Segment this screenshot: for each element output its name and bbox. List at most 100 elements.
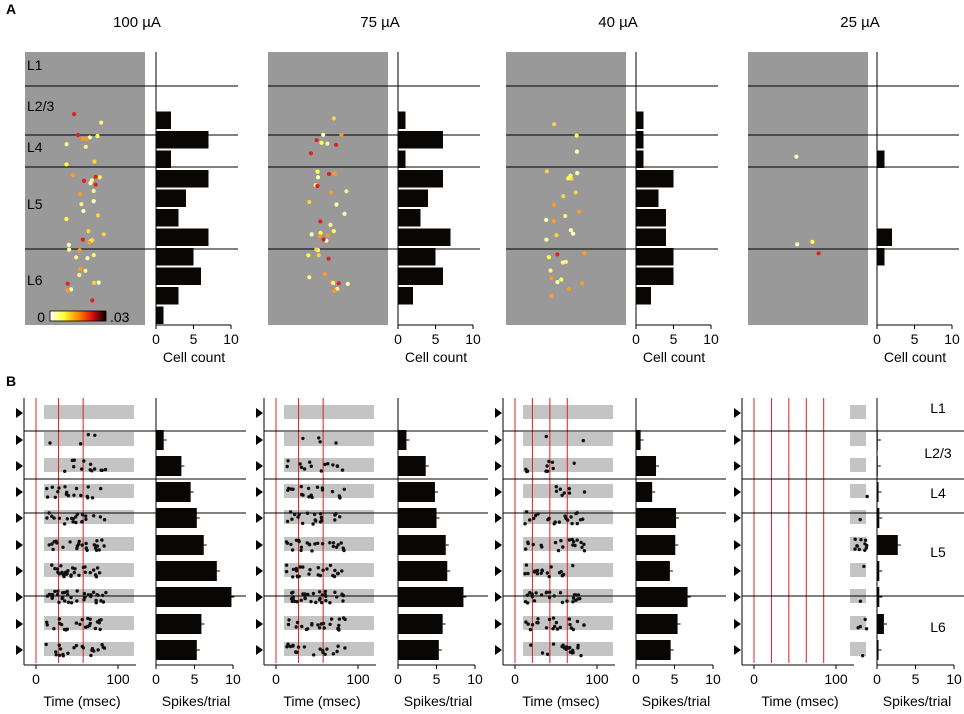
spike-dot [564, 647, 568, 651]
tick-label: 5 [190, 331, 198, 347]
cortex-slice [748, 52, 868, 325]
spike-dot [535, 568, 540, 573]
spike-dot [546, 517, 550, 522]
trial-marker [495, 645, 502, 655]
spike-dot [309, 464, 313, 468]
spike-dot [48, 441, 52, 445]
spike-dot [571, 627, 575, 632]
trial-marker [256, 487, 263, 497]
response-envelope [523, 537, 613, 551]
trial-marker [734, 435, 741, 445]
spike-dot [320, 542, 325, 546]
spike-dot [299, 545, 304, 549]
spike-dot [307, 572, 311, 576]
spike-dot [328, 601, 332, 605]
spike-dot [581, 438, 585, 443]
spike-dot [572, 461, 576, 465]
spike-dot [86, 496, 90, 500]
spike-dot [544, 590, 549, 594]
tick-label: 10 [946, 671, 962, 687]
trial-marker [495, 487, 502, 497]
trial-marker [734, 540, 741, 550]
spike-dot [341, 599, 345, 603]
trial-marker [256, 566, 263, 576]
trial-marker [734, 461, 741, 471]
spike-dot [88, 462, 93, 466]
spike-dot [100, 538, 104, 542]
spike-dot [71, 517, 76, 521]
tick-label: 0 [632, 671, 640, 687]
tick-label: 5 [671, 671, 679, 687]
tick-label: 10 [223, 331, 239, 347]
layer-label-b-L4: L4 [930, 485, 946, 501]
spike-dot [335, 464, 340, 468]
tick-label: 0 [873, 331, 881, 347]
response-envelope [850, 458, 866, 472]
spike-dot [57, 643, 61, 647]
tick-label: 10 [467, 671, 483, 687]
spike-dot [86, 624, 90, 629]
spike-dot [284, 569, 289, 574]
spikes-bar [398, 587, 464, 607]
spike-dot [559, 570, 563, 574]
spike-dot [525, 593, 530, 597]
trial-marker [495, 435, 502, 445]
spike-dot [853, 537, 857, 541]
cell-dot [318, 219, 323, 224]
spike-dot [578, 596, 582, 601]
spike-dot [297, 539, 301, 544]
spike-dot [853, 547, 857, 551]
spike-dot [328, 541, 332, 545]
spike-dot [558, 591, 563, 595]
spike-dot [544, 469, 548, 473]
spike-dot [303, 596, 307, 600]
cell-dot [810, 239, 815, 244]
spike-dot [524, 510, 529, 514]
count-bar [156, 131, 209, 149]
count-bar [636, 267, 674, 285]
spike-dot [77, 573, 81, 577]
spike-dot [337, 628, 341, 632]
spike-dot [553, 540, 558, 545]
spike-dot [316, 541, 320, 545]
cell-dot [80, 136, 85, 142]
count-bar [398, 170, 443, 188]
spike-dot [317, 590, 322, 594]
cell-dot [329, 190, 334, 195]
spike-dot [575, 538, 579, 542]
response-envelope [850, 642, 866, 656]
spike-dot [862, 564, 866, 569]
spike-dot [62, 522, 67, 526]
tick-label: 0 [873, 671, 881, 687]
cell-dot [321, 237, 326, 242]
response-envelope [284, 563, 374, 577]
cell-dot [544, 237, 549, 242]
spike-dot [570, 521, 574, 526]
count-bar [636, 150, 644, 168]
count-bar [398, 228, 451, 246]
tick-label: 0 [394, 331, 402, 347]
response-envelope [850, 432, 866, 446]
spike-dot [66, 569, 70, 573]
spike-dot [52, 627, 56, 631]
spike-dot [57, 572, 61, 576]
spike-dot [309, 493, 313, 497]
spike-dot [296, 515, 300, 519]
cell-dot [336, 281, 341, 286]
response-envelope [850, 563, 866, 577]
spike-dot [92, 543, 97, 547]
tick-label: 10 [944, 331, 960, 347]
spike-dot [859, 538, 863, 542]
count-bar [398, 248, 436, 266]
cell-dot [96, 280, 101, 285]
count-bar [636, 170, 674, 188]
spikes-bar [636, 508, 677, 528]
cell-dot [332, 288, 337, 293]
cell-dot [306, 253, 311, 258]
spikes-bar [636, 640, 671, 660]
count-bar [398, 131, 443, 149]
spike-dot [47, 511, 51, 515]
spike-dot [98, 515, 103, 519]
